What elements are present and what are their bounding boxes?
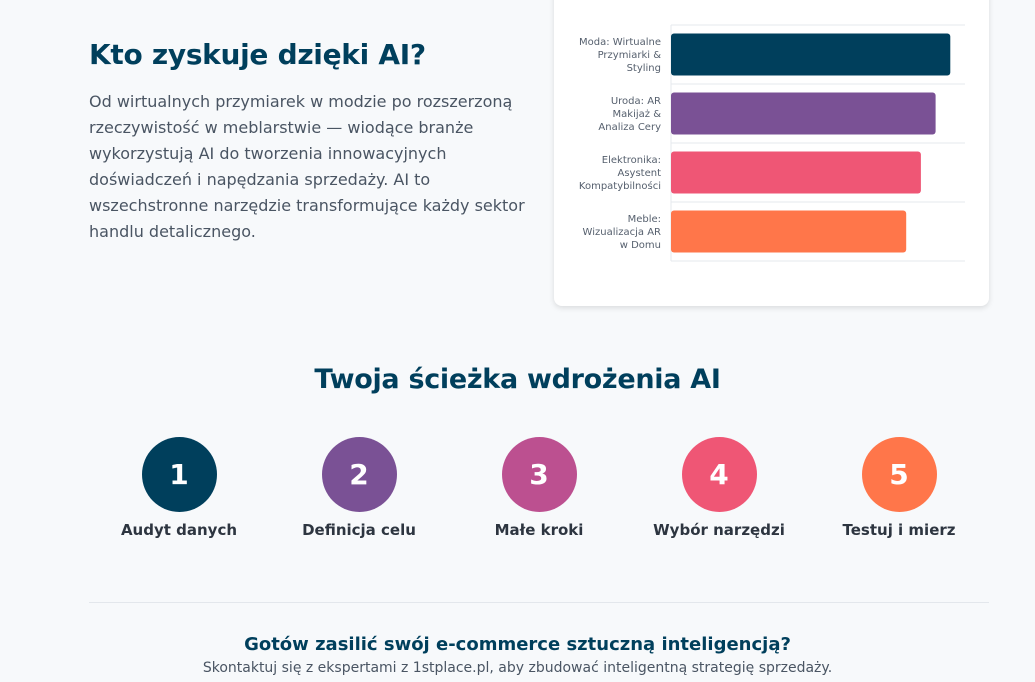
y-tick-label-line: Przymiarki & [598, 50, 662, 61]
bar-3 [671, 151, 921, 194]
y-tick-label-1: Moda: Wirtualne Przymiarki & Styling [579, 37, 661, 74]
y-tick-label-line: Kompatybilności [579, 180, 661, 192]
y-tick-label-line: Elektronika: [602, 155, 661, 166]
step-2: 2 Definicja celu [269, 437, 449, 539]
y-tick-label-line: Analiza Cery [598, 122, 661, 133]
intro-title: Kto zyskuje dzięki AI? [89, 38, 426, 71]
chart-card: Moda: Wirtualne Przymiarki & Styling Uroda:… [554, 0, 989, 306]
step-3: 3 Małe kroki [449, 437, 629, 539]
step-1-circle: 1 [141, 437, 217, 512]
section-divider [89, 602, 989, 603]
step-1: 1 Audyt danych [89, 437, 269, 539]
step-3-circle: 3 [501, 437, 577, 512]
step-3-label: Małe kroki [494, 521, 584, 539]
step-5-circle: 5 [861, 437, 937, 512]
bar-4 [671, 210, 907, 253]
y-tick-label-line: Asystent [617, 168, 661, 179]
step-2-circle: 2 [321, 437, 397, 512]
y-tick-label-line: w Domu [620, 240, 661, 251]
y-tick-label-2: Uroda: AR Makijaż & Analiza Cery [598, 96, 661, 133]
step-4: 4 Wybór narzędzi [629, 437, 809, 539]
path-steps: 1 Audyt danych 2 Definicja celu 3 Małe k… [89, 437, 989, 547]
intro-text: Od wirtualnych przymiarek w modzie po ro… [89, 92, 525, 241]
step-2-label: Definicja celu [302, 521, 416, 539]
y-tick-label-line: Uroda: AR [611, 96, 661, 107]
step-4-label: Wybór narzędzi [653, 521, 785, 539]
y-tick-label-line: Wizualizacja AR [583, 227, 662, 238]
step-5: 5 Testuj i mierz [809, 437, 989, 539]
y-tick-label-3: Elektronika: Asystent Kompatybilności [579, 155, 661, 192]
y-tick-label-line: Moda: Wirtualne [579, 37, 661, 48]
y-tick-label-line: Styling [627, 63, 661, 74]
cta-text: Skontaktuj się z ekspertami z 1stplace.p… [202, 660, 833, 676]
step-4-circle: 4 [681, 437, 757, 512]
cta-title: Gotów zasilić swój e-commerce sztuczną i… [244, 634, 791, 655]
step-1-label: Audyt danych [120, 521, 238, 539]
bar-1 [671, 33, 951, 76]
path-title: Twoja ścieżka wdrożenia AI [314, 364, 721, 395]
y-tick-label-4: Meble: Wizualizacja AR w Domu [583, 214, 662, 251]
y-tick-label-line: Makijaż & [613, 109, 662, 120]
step-5-label: Testuj i mierz [842, 521, 956, 539]
bar-2 [671, 92, 936, 135]
industry-bar-chart: Moda: Wirtualne Przymiarki & Styling Uroda:… [579, 24, 965, 262]
y-tick-label-line: Meble: [628, 214, 661, 225]
